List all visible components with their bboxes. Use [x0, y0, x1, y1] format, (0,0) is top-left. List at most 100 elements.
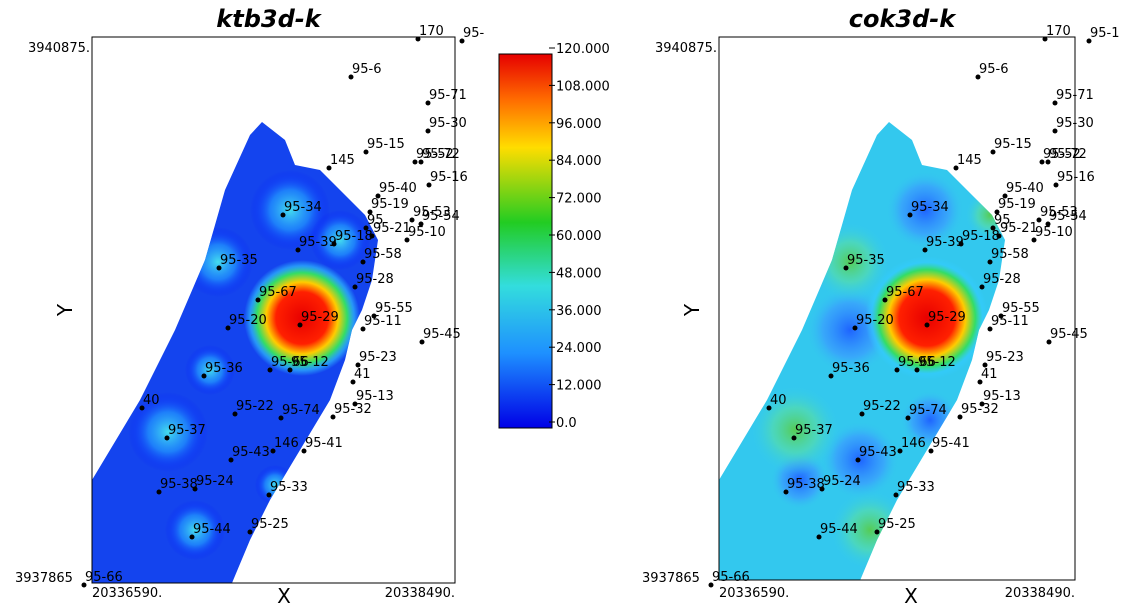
well [1052, 100, 1058, 106]
well [301, 448, 307, 454]
well [360, 326, 366, 332]
well-label: 41 [981, 367, 998, 382]
well [164, 435, 170, 441]
well [977, 379, 983, 385]
well [352, 284, 358, 290]
well-label: 95-37 [795, 423, 833, 438]
well [1036, 217, 1042, 223]
well [994, 209, 1000, 215]
well-label: 95-41 [932, 436, 970, 451]
well-label: 95-37 [168, 423, 206, 438]
well [156, 489, 162, 495]
well [766, 405, 772, 411]
well-label: 95-10 [1035, 225, 1073, 240]
well-label: 95-24 [823, 474, 861, 489]
well-label: 95-29 [301, 310, 339, 325]
map-frame-border [91, 36, 456, 584]
well-label: 95-20 [856, 313, 894, 328]
surface-blob [310, 210, 370, 270]
well [874, 529, 880, 535]
well-label: 95-32 [961, 402, 999, 417]
well-label: 95-44 [820, 522, 858, 537]
well [228, 457, 234, 463]
colorbar-label: 48.000 [556, 266, 602, 281]
well [326, 165, 332, 171]
well [331, 241, 337, 247]
well [352, 401, 358, 407]
well [979, 284, 985, 290]
well-label: 95-39 [926, 235, 964, 250]
well [957, 414, 963, 420]
well-label: 95-22 [236, 399, 274, 414]
well [192, 486, 198, 492]
x-max-label: 20338490. [1005, 586, 1075, 601]
colorbar-label: 24.000 [556, 341, 602, 356]
well [409, 217, 415, 223]
surface-blob [250, 170, 330, 250]
well-label: 95-33 [897, 480, 935, 495]
well-label: 170 [1046, 24, 1071, 39]
well-label: 95-21 [1000, 221, 1038, 236]
well [708, 582, 714, 588]
well [1031, 237, 1037, 243]
well [355, 362, 361, 368]
well [267, 367, 273, 373]
well-label: 95-20 [229, 313, 267, 328]
well-label: 95 [994, 213, 1011, 228]
well-label: 95-45 [423, 327, 461, 342]
well-label: 40 [770, 393, 787, 408]
well [990, 225, 996, 231]
well [371, 313, 377, 319]
well-label: 95-11 [364, 314, 402, 329]
well [418, 221, 424, 227]
x-max-label: 20338490. [385, 586, 455, 601]
well-label: 95-41 [305, 436, 343, 451]
well-label: 95-67 [886, 285, 924, 300]
well [990, 149, 996, 155]
well-label: 95-18 [962, 229, 1000, 244]
well [953, 165, 959, 171]
well-label: 95-38 [787, 477, 825, 492]
well-label: 95 [367, 213, 384, 228]
colorbar-label: 72.000 [556, 192, 602, 207]
well-label: 95-30 [1056, 116, 1094, 131]
y-label: Y [680, 303, 704, 317]
well-label: 95-54 [422, 209, 460, 224]
well [415, 36, 421, 42]
well-label: 95-45 [1050, 327, 1088, 342]
well-label: 95-34 [284, 200, 322, 215]
well [1042, 36, 1048, 42]
well [270, 448, 276, 454]
well-label: 145 [330, 153, 355, 168]
well [425, 100, 431, 106]
well-label: 95-34 [911, 200, 949, 215]
surface-blob [885, 170, 965, 250]
well [894, 367, 900, 373]
well [367, 209, 373, 215]
well [189, 534, 195, 540]
well-label: 95-35 [220, 253, 258, 268]
well [987, 259, 993, 265]
well-label: 95-74 [282, 403, 320, 418]
map-title: ktb3d-k [216, 5, 322, 33]
well-label: 95-71 [429, 88, 467, 103]
well-label: 95-53 [413, 205, 451, 220]
colorbar-label: 36.000 [556, 304, 602, 319]
x-label: X [904, 584, 918, 608]
well [907, 212, 913, 218]
surface-blob [165, 500, 225, 560]
well [369, 233, 375, 239]
x-min-label: 20336590. [92, 586, 162, 601]
well [905, 415, 911, 421]
well [975, 74, 981, 80]
well [280, 212, 286, 218]
well [982, 362, 988, 368]
well-label: 95-52 [416, 147, 454, 162]
well-label: 95-67 [259, 285, 297, 300]
well-label: 95-16 [430, 170, 468, 185]
well [897, 448, 903, 454]
well-label: 95-43 [232, 445, 270, 460]
well-label: 95-12 [291, 355, 329, 370]
well-label: 95-54 [1049, 209, 1087, 224]
